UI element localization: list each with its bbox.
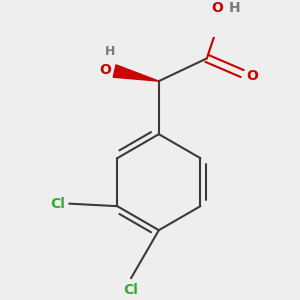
- Text: O: O: [211, 2, 223, 15]
- Polygon shape: [113, 65, 159, 81]
- Text: Cl: Cl: [51, 196, 65, 211]
- Text: H: H: [104, 45, 115, 58]
- Text: H: H: [228, 2, 240, 15]
- Text: O: O: [99, 63, 111, 77]
- Text: O: O: [246, 69, 258, 83]
- Text: Cl: Cl: [124, 283, 139, 297]
